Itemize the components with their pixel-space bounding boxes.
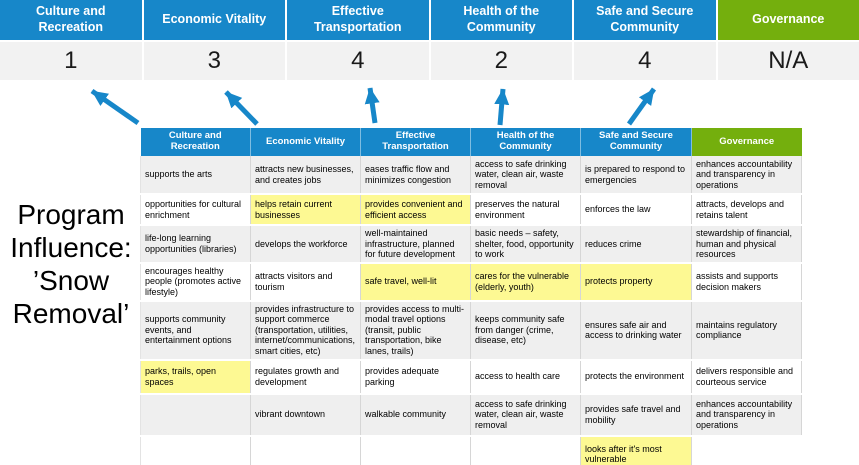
matrix-header-governance: Governance: [691, 128, 802, 156]
matrix-cell: enhances accountability and transparency…: [691, 393, 802, 437]
matrix-cell-highlighted: keeps community safe from danger (crime,…: [470, 300, 581, 361]
matrix-cell: access to safe drinking water, clean air…: [470, 156, 581, 195]
matrix-cell: attracts new businesses, and creates job…: [250, 156, 361, 195]
matrix-cell: [691, 435, 802, 465]
matrix-row: supports the arts attracts new businesses…: [140, 156, 802, 195]
matrix-cell: [250, 435, 361, 465]
score-health-of-the-community: 2: [430, 42, 572, 80]
score-governance: N/A: [717, 42, 859, 80]
matrix-cell: supports the arts: [140, 156, 251, 195]
matrix-cell-highlighted: provides convenient and efficient access: [360, 194, 471, 226]
summary-label: Health of the Community: [463, 4, 540, 34]
matrix-cell: encourages healthy people (promotes acti…: [140, 262, 251, 302]
matrix-cell: [140, 393, 251, 437]
matrix-cell: regulates growth and development: [250, 359, 361, 395]
arrow-up-icon: [626, 87, 657, 126]
summary-box-health-of-the-community: Health of the Community: [430, 0, 572, 40]
matrix-cell: provides adequate parking: [360, 359, 471, 395]
matrix-cell: develops the workforce: [250, 225, 361, 264]
arrow-up-icon: [90, 88, 140, 126]
matrix-row: supports community events, and entertain…: [140, 300, 802, 361]
matrix-cell: protects the environment: [580, 359, 692, 395]
summary-category-row: Culture and Recreation Economic Vitality…: [0, 0, 859, 40]
matrix-cell: reduces crime: [580, 225, 692, 264]
matrix-header-health-of-the-community: Health of the Community: [470, 128, 581, 156]
matrix-header-safe-and-secure-community: Safe and Secure Community: [580, 128, 692, 156]
summary-box-culture-and-recreation: Culture and Recreation: [0, 0, 142, 40]
matrix-cell: [360, 435, 471, 465]
matrix-row: encourages healthy people (promotes acti…: [140, 262, 802, 302]
summary-box-safe-and-secure-community: Safe and Secure Community: [574, 0, 716, 40]
matrix-cell-highlighted: parks, trails, open spaces: [140, 359, 251, 395]
matrix-body: supports the arts attracts new businesses…: [140, 156, 802, 465]
matrix-cell: enhances accountability and transparency…: [691, 156, 802, 195]
arrow-up-icon: [364, 87, 380, 124]
summary-label: Effective Transportation: [313, 4, 402, 34]
score-row: 1 3 4 2 4 N/A: [0, 42, 859, 80]
matrix-header-culture-and-recreation: Culture and Recreation: [140, 128, 251, 156]
matrix-cell: life-long learning opportunities (librar…: [140, 225, 251, 264]
score-economic-vitality: 3: [143, 42, 285, 80]
summary-box-effective-transportation: Effective Transportation: [287, 0, 429, 40]
matrix-header-effective-transportation: Effective Transportation: [360, 128, 471, 156]
matrix-cell-highlighted: cares for the vulnerable (elderly, youth…: [470, 262, 581, 302]
program-title: Program Influence: ’Snow Removal’: [10, 199, 132, 330]
matrix-cell: attracts visitors and tourism: [250, 262, 361, 302]
summary-label: Safe and Secure Community: [596, 4, 694, 34]
matrix-cell: walkable community: [360, 393, 471, 437]
matrix-cell: vibrant downtown: [250, 393, 361, 437]
matrix-header-economic-vitality: Economic Vitality: [250, 128, 361, 156]
matrix-cell: maintains regulatory compliance: [691, 300, 802, 361]
matrix-cell: delivers responsible and courteous servi…: [691, 359, 802, 395]
matrix-cell: access to safe drinking water, clean air…: [470, 393, 581, 437]
matrix-cell: attracts, develops and retains talent: [691, 194, 802, 226]
matrix-cell: ensures safe air and access to drinking …: [580, 300, 692, 361]
matrix-cell: well-maintained infrastructure, planned …: [360, 225, 471, 264]
matrix-cell: preserves the natural environment: [470, 194, 581, 226]
matrix-cell: stewardship of financial, human and phys…: [691, 225, 802, 264]
summary-box-economic-vitality: Economic Vitality: [143, 0, 285, 40]
matrix-row: vibrant downtown walkable community access…: [140, 393, 802, 437]
matrix-cell-highlighted: eases traffic flow and minimizes congest…: [360, 156, 471, 195]
matrix-cell-highlighted: provides safe travel and mobility: [580, 393, 692, 437]
matrix-cell: opportunities for cultural enrichment: [140, 194, 251, 226]
matrix-cell-highlighted: helps retain current businesses: [250, 194, 361, 226]
summary-label: Governance: [752, 12, 825, 27]
matrix-cell-highlighted: provides infrastructure to support comme…: [250, 300, 361, 361]
matrix-header-row: Culture and Recreation Economic Vitality…: [140, 128, 802, 156]
matrix-cell: [140, 435, 251, 465]
influence-matrix: Culture and Recreation Economic Vitality…: [140, 128, 802, 465]
score-safe-and-secure-community: 4: [574, 42, 716, 80]
matrix-row: looks after it's most vulnerable: [140, 435, 802, 465]
matrix-cell: [470, 435, 581, 465]
score-effective-transportation: 4: [287, 42, 429, 80]
arrow-up-icon: [494, 88, 510, 126]
arrow-up-icon: [224, 90, 259, 126]
score-culture-and-recreation: 1: [0, 42, 142, 80]
matrix-cell-highlighted: basic needs – safety, shelter, food, opp…: [470, 225, 581, 264]
matrix-cell-highlighted: looks after it's most vulnerable: [580, 435, 692, 465]
matrix-cell: supports community events, and entertain…: [140, 300, 251, 361]
matrix-cell: access to health care: [470, 359, 581, 395]
matrix-cell-highlighted: safe travel, well-lit: [360, 262, 471, 302]
matrix-table: Culture and Recreation Economic Vitality…: [140, 128, 802, 465]
matrix-row: opportunities for cultural enrichment hel…: [140, 194, 802, 226]
matrix-row: life-long learning opportunities (librar…: [140, 225, 802, 264]
matrix-cell: enforces the law: [580, 194, 692, 226]
matrix-cell-highlighted: provides access to multi-modal travel op…: [360, 300, 471, 361]
matrix-cell: assists and supports decision makers: [691, 262, 802, 302]
matrix-row: parks, trails, open spaces regulates grow…: [140, 359, 802, 395]
summary-label: Economic Vitality: [162, 12, 267, 27]
summary-label: Culture and Recreation: [36, 4, 106, 34]
matrix-cell-highlighted: is prepared to respond to emergencies: [580, 156, 692, 195]
summary-box-governance: Governance: [717, 0, 859, 40]
matrix-cell-highlighted: protects property: [580, 262, 692, 302]
